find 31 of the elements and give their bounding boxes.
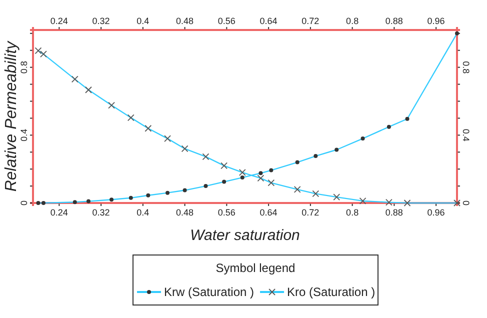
y2-tick-label: 0.4 — [461, 128, 471, 142]
x2-tick-label: 0.56 — [218, 207, 236, 218]
x-tick-label: 0.48 — [176, 16, 194, 26]
legend-label: Krw (Saturation ) — [164, 285, 254, 299]
y2-tick-label: 0 — [461, 200, 471, 206]
legend-label: Kro (Saturation ) — [287, 285, 376, 299]
x-tick-label: 0.64 — [260, 16, 278, 26]
y-tick-label: 0.4 — [19, 128, 29, 142]
x2-tick-label: 0.88 — [385, 207, 403, 218]
x-tick-label: 0.56 — [218, 16, 236, 26]
x-tick-label: 0.72 — [302, 16, 320, 26]
x-tick-label: 0.24 — [50, 16, 68, 26]
x-tick-label: 0.96 — [427, 16, 445, 26]
x2-tick-label: 0.48 — [176, 207, 194, 218]
x2-tick-label: 0.32 — [92, 207, 110, 218]
y2-tick-label: 0.8 — [461, 61, 471, 74]
x2-tick-label: 0.96 — [427, 207, 445, 218]
x-tick-label: 0.4 — [136, 16, 150, 26]
x2-tick-label: 0.64 — [260, 207, 278, 218]
x-tick-label: 0.88 — [385, 16, 403, 26]
x2-tick-label: 0.72 — [302, 207, 320, 218]
x2-tick-label: 0.4 — [136, 207, 150, 218]
x-axis-title: Water saturation — [190, 227, 300, 244]
x2-tick-label: 0.8 — [346, 207, 359, 218]
x2-tick-label: 0.24 — [50, 207, 68, 218]
x-tick-label: 0.8 — [346, 16, 359, 26]
y-tick-label: 0.8 — [19, 61, 29, 74]
x-tick-label: 0.32 — [92, 16, 110, 26]
legend-title: Symbol legend — [216, 261, 296, 275]
y-axis-title: Relative Permeability — [3, 40, 20, 192]
y-tick-label: 0 — [19, 200, 29, 206]
